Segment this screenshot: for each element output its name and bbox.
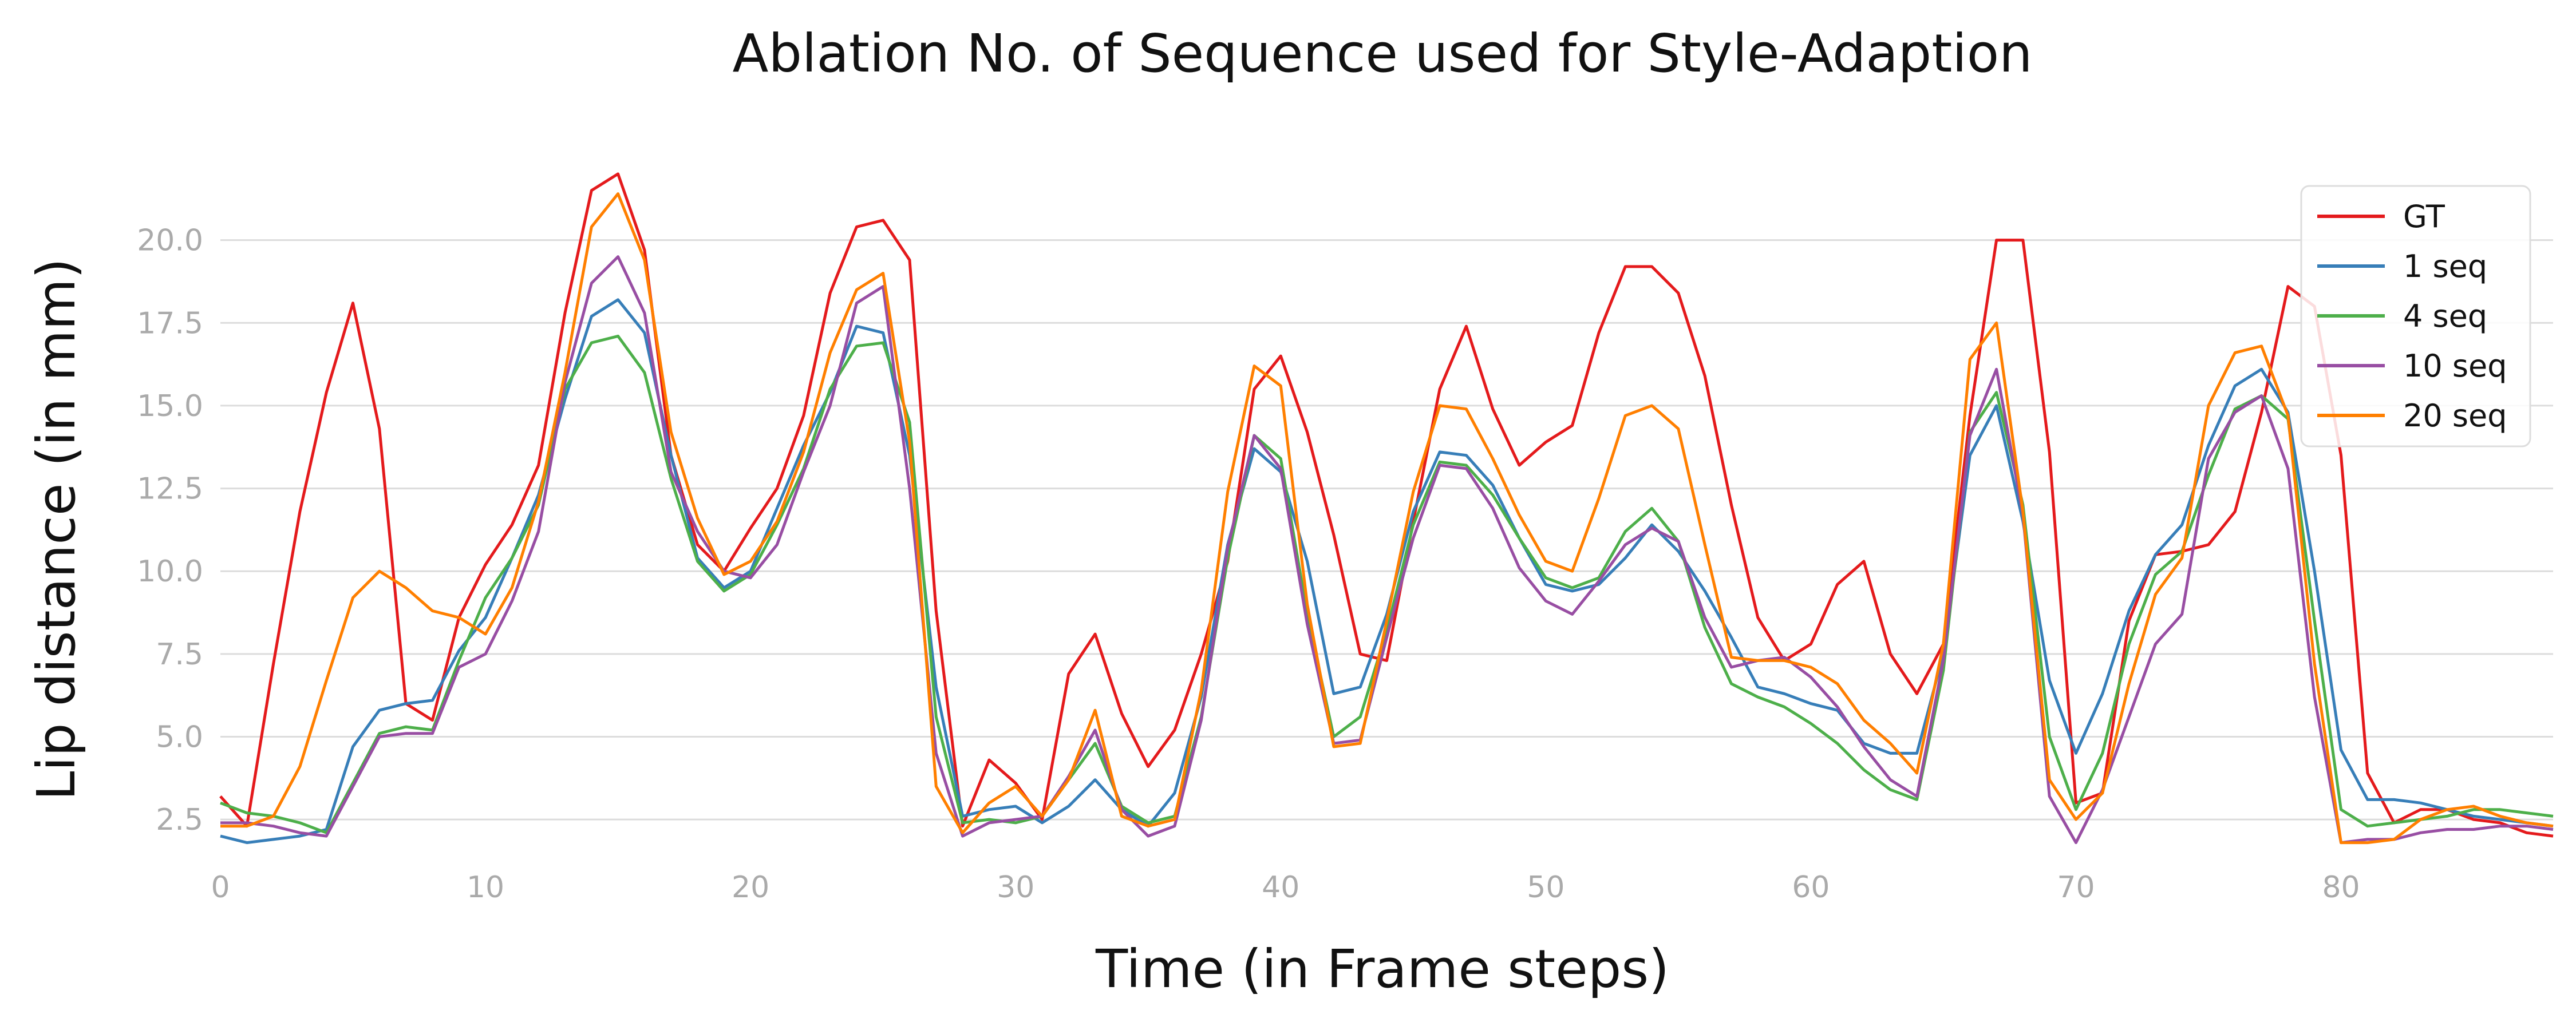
chart-title: Ablation No. of Sequence used for Style-… (733, 23, 2033, 84)
series-line-3 (220, 255, 2554, 845)
series-line-0 (219, 172, 2554, 838)
x-tick-label: 80 (2322, 870, 2360, 905)
y-tick-label: 20.0 (137, 224, 203, 258)
y-tick-label: 15.0 (137, 389, 203, 423)
legend-entry: 10 seq (2403, 348, 2507, 384)
legend-entry: 20 seq (2403, 398, 2507, 434)
x-tick-label: 60 (1792, 870, 1830, 905)
x-axis-ticks: 0 10 20 30 40 50 60 70 80 (211, 870, 2360, 905)
y-axis-label: Lip distance (in mm) (26, 258, 87, 801)
legend-entry: 1 seq (2403, 248, 2487, 284)
y-tick-label: 2.5 (156, 803, 203, 837)
y-tick-label: 12.5 (137, 472, 203, 506)
x-tick-label: 30 (997, 870, 1034, 905)
y-axis-ticks: 2.5 5.0 7.5 10.0 12.5 15.0 17.5 20.0 (137, 224, 203, 837)
x-axis-label: Time (in Frame steps) (1095, 938, 1669, 1000)
legend-box (2300, 185, 2531, 447)
series-line-2 (220, 334, 2554, 834)
y-tick-label: 10.0 (137, 554, 203, 589)
series-lines (219, 172, 2554, 845)
legend-entry: GT (2403, 199, 2445, 235)
y-tick-label: 17.5 (137, 306, 203, 340)
legend-entry: 4 seq (2403, 298, 2487, 334)
series-line-4 (220, 192, 2554, 845)
legend: GT 1 seq 4 seq 10 seq 20 seq (2300, 185, 2531, 447)
grid-lines (220, 239, 2553, 821)
x-tick-label: 70 (2057, 870, 2095, 905)
x-tick-label: 0 (211, 870, 230, 905)
x-tick-label: 20 (732, 870, 769, 905)
x-tick-label: 10 (467, 870, 504, 905)
x-tick-label: 40 (1262, 870, 1299, 905)
y-tick-label: 7.5 (156, 637, 203, 672)
y-tick-label: 5.0 (156, 720, 203, 755)
x-tick-label: 50 (1527, 870, 1564, 905)
